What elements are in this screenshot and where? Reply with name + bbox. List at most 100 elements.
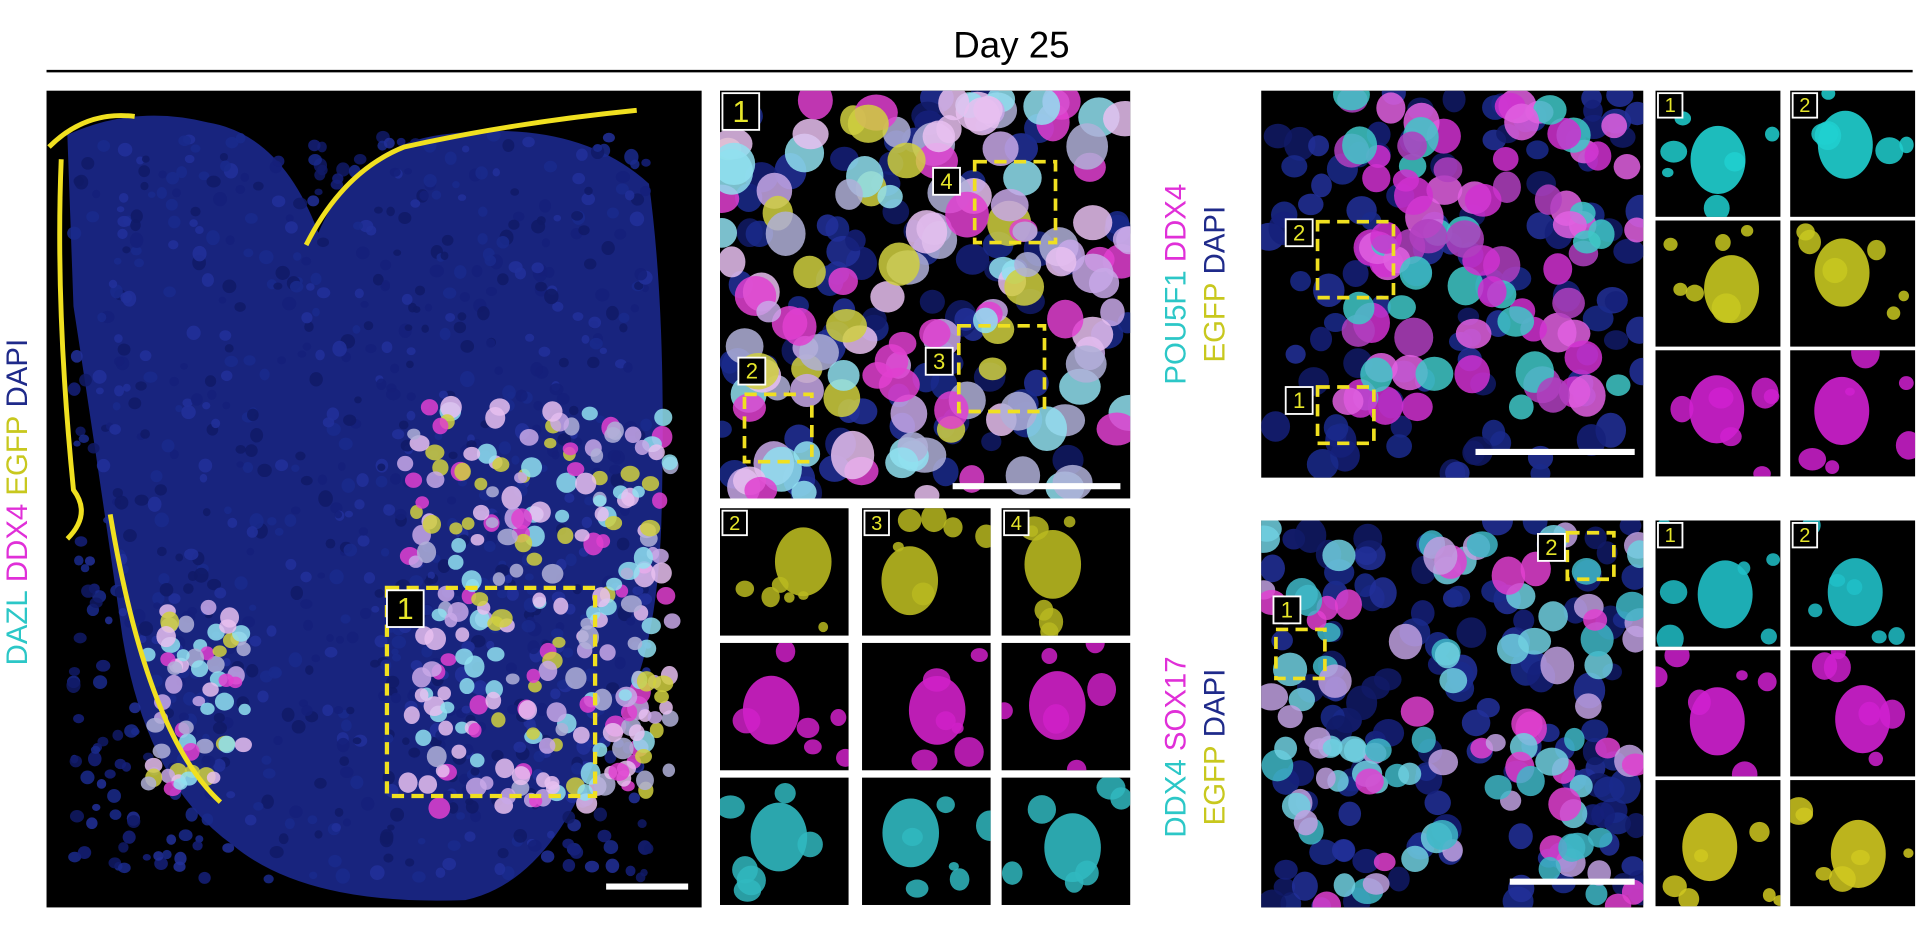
cell: [338, 437, 353, 451]
cell: [630, 304, 639, 313]
cell: [1703, 194, 1730, 217]
cell: [206, 771, 221, 784]
cell: [304, 321, 314, 333]
cell: [169, 694, 177, 703]
cell: [324, 646, 338, 658]
cell: [112, 487, 124, 498]
cell: [472, 504, 490, 521]
cell: [1760, 628, 1777, 645]
cell: [391, 653, 402, 662]
cell: [463, 446, 481, 461]
cell: [914, 484, 940, 499]
cell: [454, 265, 467, 279]
cell: [951, 722, 964, 734]
cell: [135, 381, 147, 391]
cell: [269, 845, 284, 859]
cell: [335, 868, 351, 884]
cell: [273, 282, 283, 290]
cell: [311, 654, 321, 663]
cell: [285, 558, 297, 570]
cell: [68, 851, 82, 863]
cell: [202, 682, 219, 697]
cell: [112, 402, 121, 411]
cell: [1362, 873, 1390, 895]
roi-label: 1: [1665, 525, 1676, 547]
cell: [501, 486, 523, 510]
cell: [1003, 159, 1042, 196]
cell: [597, 829, 612, 843]
cell: [211, 418, 221, 429]
cell: [470, 533, 485, 546]
cell: [1052, 464, 1093, 499]
cell: [440, 653, 457, 666]
cell: [1426, 175, 1463, 205]
cell: [175, 404, 183, 413]
cell: [117, 142, 133, 157]
cell: [624, 190, 635, 201]
micrograph-content: [720, 90, 1131, 499]
roi-label: 1: [397, 593, 414, 626]
micrograph-content: [1660, 111, 1780, 217]
cell: [542, 401, 563, 422]
cell: [173, 778, 188, 790]
cell: [438, 390, 448, 399]
cell: [257, 463, 272, 478]
cell: [1576, 424, 1606, 456]
cell: [1286, 760, 1315, 787]
cell: [1673, 282, 1688, 296]
cell: [651, 548, 669, 564]
cell: [581, 334, 590, 344]
cell: [526, 727, 540, 740]
cell: [190, 660, 209, 678]
cell: [1308, 135, 1330, 157]
cell: [168, 215, 181, 229]
cell: [566, 462, 585, 477]
cell: [605, 515, 623, 531]
cell: [309, 372, 323, 387]
cell: [354, 396, 362, 404]
cell: [827, 359, 860, 391]
roi-label: 3: [933, 349, 945, 374]
cell: [720, 420, 732, 438]
cell: [272, 155, 285, 167]
cell: [572, 726, 590, 744]
cell: [1535, 747, 1569, 776]
cell: [140, 776, 157, 791]
cell: [274, 527, 284, 536]
cell: [1290, 270, 1311, 292]
cell: [484, 255, 497, 267]
cell: [406, 410, 416, 421]
cell: [232, 625, 251, 642]
cell: [410, 199, 421, 208]
roi-label: 2: [1293, 220, 1305, 245]
cell: [491, 749, 504, 762]
cell: [782, 307, 817, 346]
cell: [146, 717, 165, 733]
cell: [744, 476, 778, 499]
cell: [122, 383, 131, 392]
cell: [340, 766, 354, 779]
cell: [288, 652, 303, 668]
cell: [428, 797, 451, 819]
cell: [614, 656, 626, 670]
cell: [564, 493, 575, 503]
cell: [156, 546, 167, 557]
cell: [234, 302, 246, 312]
cell: [1424, 790, 1451, 816]
cell: [538, 346, 551, 357]
cell: [356, 473, 369, 487]
cell: [200, 702, 215, 715]
cell: [524, 573, 534, 581]
cell: [1484, 774, 1512, 800]
cell: [593, 494, 607, 507]
cell: [1591, 802, 1615, 828]
cell: [445, 312, 456, 322]
cell: [632, 586, 644, 596]
roi-box: [1315, 385, 1376, 446]
cell: [244, 213, 258, 224]
cell: [74, 555, 84, 566]
cell: [356, 246, 370, 260]
cell: [162, 849, 172, 860]
cell: [261, 755, 272, 765]
cell: [1014, 251, 1042, 277]
